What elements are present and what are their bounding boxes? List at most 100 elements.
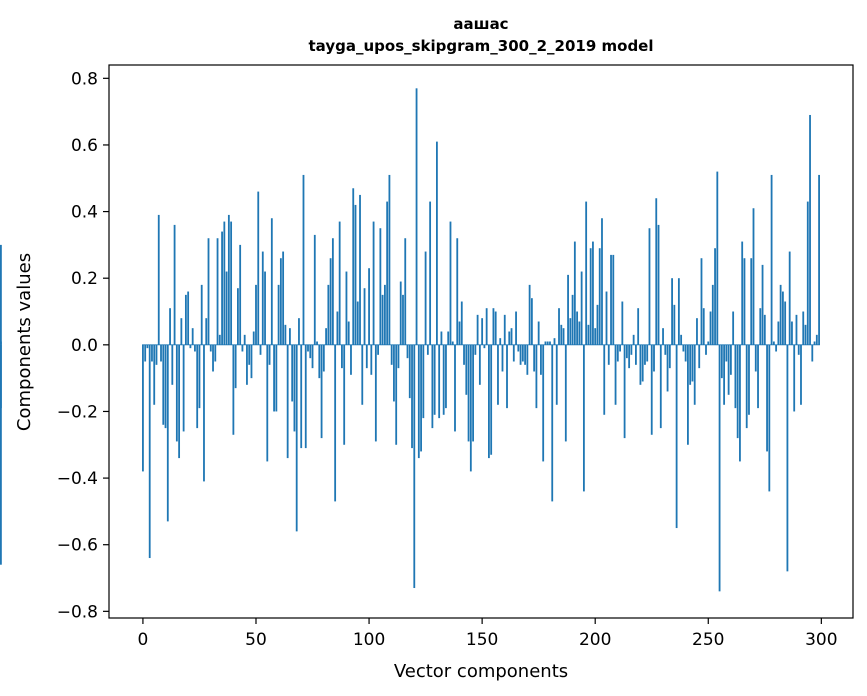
bar-component-75 bbox=[311, 344, 314, 369]
bar-component-40 bbox=[232, 344, 235, 435]
bar-component-276 bbox=[766, 344, 768, 452]
bar-component-210 bbox=[616, 344, 619, 362]
bar-component-128 bbox=[431, 344, 434, 429]
x-tick-label: 100 bbox=[353, 630, 385, 650]
bar-component-11 bbox=[166, 344, 169, 522]
bar-component-30 bbox=[209, 344, 212, 352]
bar-component-59 bbox=[275, 344, 278, 412]
y-tick-label: 0.6 bbox=[71, 136, 98, 156]
bar-component-199 bbox=[592, 241, 594, 345]
bar-component-97 bbox=[361, 344, 364, 405]
bar-component-120 bbox=[413, 344, 416, 589]
bar-component-116 bbox=[404, 238, 407, 345]
bar-component-34 bbox=[218, 334, 221, 345]
bar-component-58 bbox=[273, 344, 275, 412]
bar-component-48 bbox=[250, 344, 253, 379]
bar-component-236 bbox=[675, 344, 678, 529]
bar-component-51 bbox=[257, 191, 260, 345]
bar-component-271 bbox=[754, 344, 757, 372]
bar-component-9 bbox=[162, 344, 165, 425]
bar-component-291 bbox=[800, 344, 802, 405]
bar-component-167 bbox=[519, 344, 522, 365]
bar-component-239 bbox=[682, 344, 685, 352]
bar-component-240 bbox=[684, 344, 687, 362]
y-tick-label: −0.2 bbox=[57, 402, 98, 422]
bar-component-293 bbox=[804, 324, 807, 345]
bar-component-294 bbox=[806, 201, 809, 345]
bar-component-79 bbox=[320, 344, 323, 439]
bar-component-156 bbox=[494, 311, 497, 345]
bar-component-270 bbox=[752, 208, 755, 345]
x-tick-label: 0 bbox=[138, 630, 149, 650]
bar-component-70 bbox=[300, 344, 303, 449]
bar-component-174 bbox=[535, 344, 538, 409]
bar-component-163 bbox=[510, 328, 513, 345]
bar-component-171 bbox=[528, 284, 531, 345]
bar-component-295 bbox=[809, 114, 811, 345]
bar-component-213 bbox=[623, 344, 626, 439]
bar-component-33 bbox=[216, 238, 219, 345]
bar-component-126 bbox=[426, 344, 429, 355]
bar-component-93 bbox=[352, 188, 355, 345]
bar-component-80 bbox=[322, 344, 325, 372]
bar-component-165 bbox=[515, 311, 517, 345]
bar-component-14 bbox=[173, 224, 176, 345]
bar-component-299 bbox=[818, 174, 820, 345]
bar-component-257 bbox=[723, 344, 726, 405]
bar-component-188 bbox=[567, 274, 569, 345]
bar-component-173 bbox=[533, 344, 536, 372]
bar-component-263 bbox=[736, 344, 739, 439]
bar-component-22 bbox=[191, 328, 194, 345]
bar-component-81 bbox=[325, 328, 327, 345]
bar-component-183 bbox=[555, 344, 558, 405]
bar-component-18 bbox=[182, 344, 185, 432]
bar-component-187 bbox=[564, 344, 567, 442]
bar-component-262 bbox=[734, 344, 737, 409]
bar-component-218 bbox=[635, 344, 637, 365]
bar-component-207 bbox=[610, 254, 612, 345]
bar-component-123 bbox=[420, 344, 422, 452]
bar-component-215 bbox=[628, 344, 631, 369]
bar-component-20 bbox=[187, 291, 190, 345]
y-tick-label: −0.6 bbox=[57, 536, 98, 556]
bar-component-176 bbox=[540, 344, 542, 375]
bar-component-143 bbox=[465, 344, 468, 395]
bar-component-115 bbox=[402, 294, 404, 345]
bar-component-28 bbox=[205, 318, 208, 345]
bar-component-245 bbox=[696, 318, 698, 345]
bar-component-39 bbox=[230, 221, 233, 345]
bar-component-7 bbox=[157, 214, 160, 345]
bar-component-72 bbox=[304, 344, 307, 449]
bar-component-undefined bbox=[0, 341, 2, 345]
bar-component-260 bbox=[729, 344, 732, 375]
bar-component-92 bbox=[350, 344, 352, 375]
bar-component-164 bbox=[512, 344, 515, 362]
bar-component-134 bbox=[445, 344, 447, 409]
bar-component-118 bbox=[408, 344, 411, 399]
bar-component-235 bbox=[673, 304, 676, 345]
bar-component-19 bbox=[184, 294, 187, 345]
bar-component-157 bbox=[497, 344, 499, 405]
bar-component-146 bbox=[472, 344, 474, 442]
bar-component-172 bbox=[530, 298, 533, 345]
bar-component-224 bbox=[648, 228, 651, 345]
bar-component-25 bbox=[198, 344, 201, 409]
bar-component-155 bbox=[492, 308, 495, 345]
bar-component-269 bbox=[750, 258, 753, 345]
bar-component-35 bbox=[221, 231, 223, 345]
bar-component-225 bbox=[650, 344, 653, 435]
x-axis-label: Vector components bbox=[394, 661, 568, 682]
bar-component-221 bbox=[641, 344, 644, 382]
bar-component-82 bbox=[327, 284, 330, 345]
bar-component-241 bbox=[687, 344, 689, 445]
bar-component-47 bbox=[248, 344, 251, 365]
bar-component-247 bbox=[700, 258, 703, 345]
bar-component-91 bbox=[347, 321, 350, 345]
bar-component-102 bbox=[372, 221, 375, 345]
bar-component-37 bbox=[225, 271, 228, 345]
bar-component-248 bbox=[702, 308, 705, 345]
bar-component-132 bbox=[440, 331, 443, 345]
bar-component-228 bbox=[657, 224, 660, 345]
bar-component-24 bbox=[196, 344, 199, 429]
bar-component-13 bbox=[171, 344, 174, 385]
